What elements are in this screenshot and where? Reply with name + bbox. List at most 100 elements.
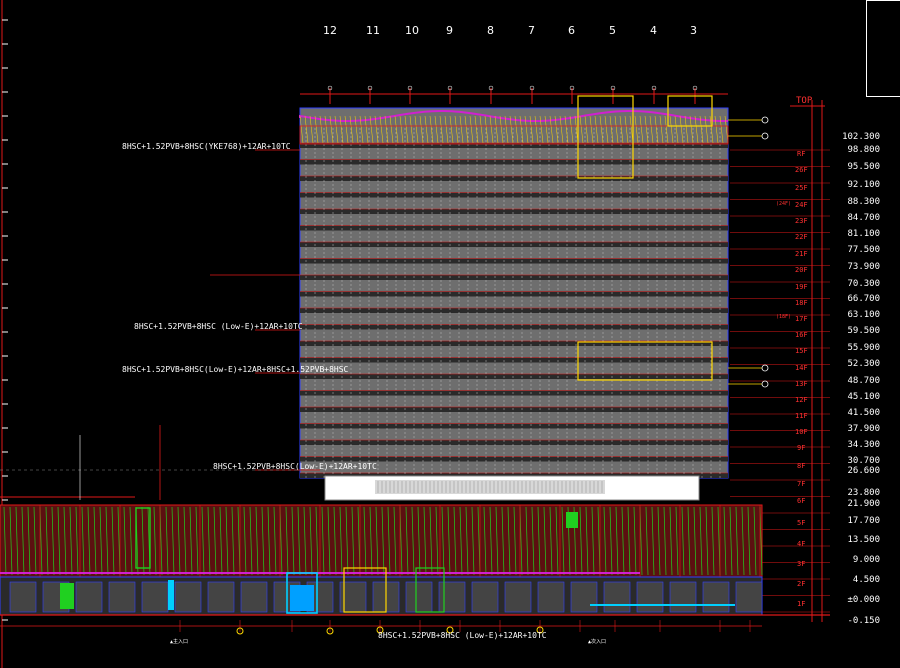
podium-green-fin (153, 506, 157, 576)
crown-fin (724, 115, 729, 144)
podium-green-fin (303, 506, 307, 576)
ground-window (702, 581, 730, 613)
podium-green-fin (207, 506, 211, 576)
podium-green-fin (57, 506, 61, 576)
crown-fin (364, 115, 369, 144)
crown-fin (354, 115, 359, 144)
cyan-column (168, 580, 174, 610)
podium-green-fin (513, 506, 517, 576)
grid-number: 4 (650, 24, 657, 37)
podium-green-fin (195, 506, 199, 576)
floor-band (300, 275, 728, 280)
podium-green-fin (747, 506, 751, 576)
podium-green-fin (753, 506, 757, 576)
crown-fin (494, 115, 499, 144)
floor-band (300, 407, 728, 412)
podium-green-fin (729, 506, 733, 576)
podium-green-fin (105, 506, 109, 576)
glass-note: 8HSC+1.52PVB+8HSC (Low-E)+12AR+10TC (134, 322, 303, 331)
podium-green-fin (657, 506, 661, 576)
podium-green-fin (591, 506, 595, 576)
elevation-label: 45.100 (847, 392, 880, 402)
podium-green-fin (723, 506, 727, 576)
bottom-bubble (326, 627, 334, 635)
podium-green-fin (453, 506, 457, 576)
ground-window (438, 581, 466, 613)
elevation-label: 41.500 (847, 408, 880, 418)
floor-band (300, 374, 728, 379)
top-label: TOP (796, 96, 813, 106)
floor-band (300, 143, 728, 148)
podium-green-fin (21, 506, 25, 576)
podium-green-fin (87, 506, 91, 576)
ground-window (141, 581, 169, 613)
crown-fin (569, 115, 574, 144)
podium-green-fin (663, 506, 667, 576)
podium-green-fin (675, 506, 679, 576)
crown-fin (699, 115, 704, 144)
podium-green-fin (423, 506, 427, 576)
crown-fin (524, 115, 529, 144)
podium-green-fin (327, 506, 331, 576)
podium-green-fin (129, 506, 133, 576)
floor-label: 14F (795, 364, 808, 372)
podium-green-fin (333, 506, 337, 576)
crown-fin (489, 115, 494, 144)
crown-fin (484, 115, 489, 144)
podium-green-fin (543, 506, 547, 576)
entrance-glass (290, 585, 314, 611)
podium-green-panel (566, 512, 578, 528)
floor-label: 11F (795, 412, 808, 420)
crown-fin (519, 115, 524, 144)
crown-curve (299, 110, 729, 123)
ground-window (669, 581, 697, 613)
green-door (60, 583, 74, 609)
podium-green-fin (69, 506, 73, 576)
podium-green-fin (627, 506, 631, 576)
elevation-label: -0.150 (847, 616, 880, 626)
podium-green-fin (369, 506, 373, 576)
grid-number: 12 (323, 24, 337, 37)
callout-box (415, 567, 445, 613)
crown-fin (334, 115, 339, 144)
crown-fin (549, 115, 554, 144)
podium-green-fin (651, 506, 655, 576)
crown-fin (684, 115, 689, 144)
podium-green-fin (687, 506, 691, 576)
floor-label: 8F (797, 462, 806, 470)
podium-green-fin (669, 506, 673, 576)
ground-window (9, 581, 37, 613)
crown-fin (644, 115, 649, 144)
crown-fin (429, 115, 434, 144)
elevation-label: 102.300 (842, 132, 880, 142)
crown-fin (479, 115, 484, 144)
crown-fin (639, 115, 644, 144)
podium-green-fin (489, 506, 493, 576)
crown-fin (709, 115, 714, 144)
floor-label: 18F (795, 299, 808, 307)
podium-green-fin (519, 506, 523, 576)
entrance-label: ▲次入口 (588, 639, 607, 645)
crown-fin (544, 115, 549, 144)
crown-fin (594, 115, 599, 144)
grid-bubble (447, 85, 453, 91)
crown-fin (634, 115, 639, 144)
crown-fin (344, 115, 349, 144)
entrance-label: ▲主入口 (170, 639, 189, 645)
crown-fin (439, 115, 444, 144)
grid-number: 11 (366, 24, 380, 37)
podium-green-fin (471, 506, 475, 576)
podium-green-fin (27, 506, 31, 576)
podium-green-fin (357, 506, 361, 576)
crown-fin (534, 115, 539, 144)
floor-label: 23F (795, 217, 808, 225)
grid-bubble (367, 85, 373, 91)
podium-green-fin (375, 506, 379, 576)
callout-box (577, 341, 713, 381)
elevation-label: 48.700 (847, 376, 880, 386)
crown-fin (304, 115, 309, 144)
floor-label: 10F (795, 428, 808, 436)
podium-green-fin (483, 506, 487, 576)
crown-fin (419, 115, 424, 144)
elevation-label: 23.800 (847, 488, 880, 498)
